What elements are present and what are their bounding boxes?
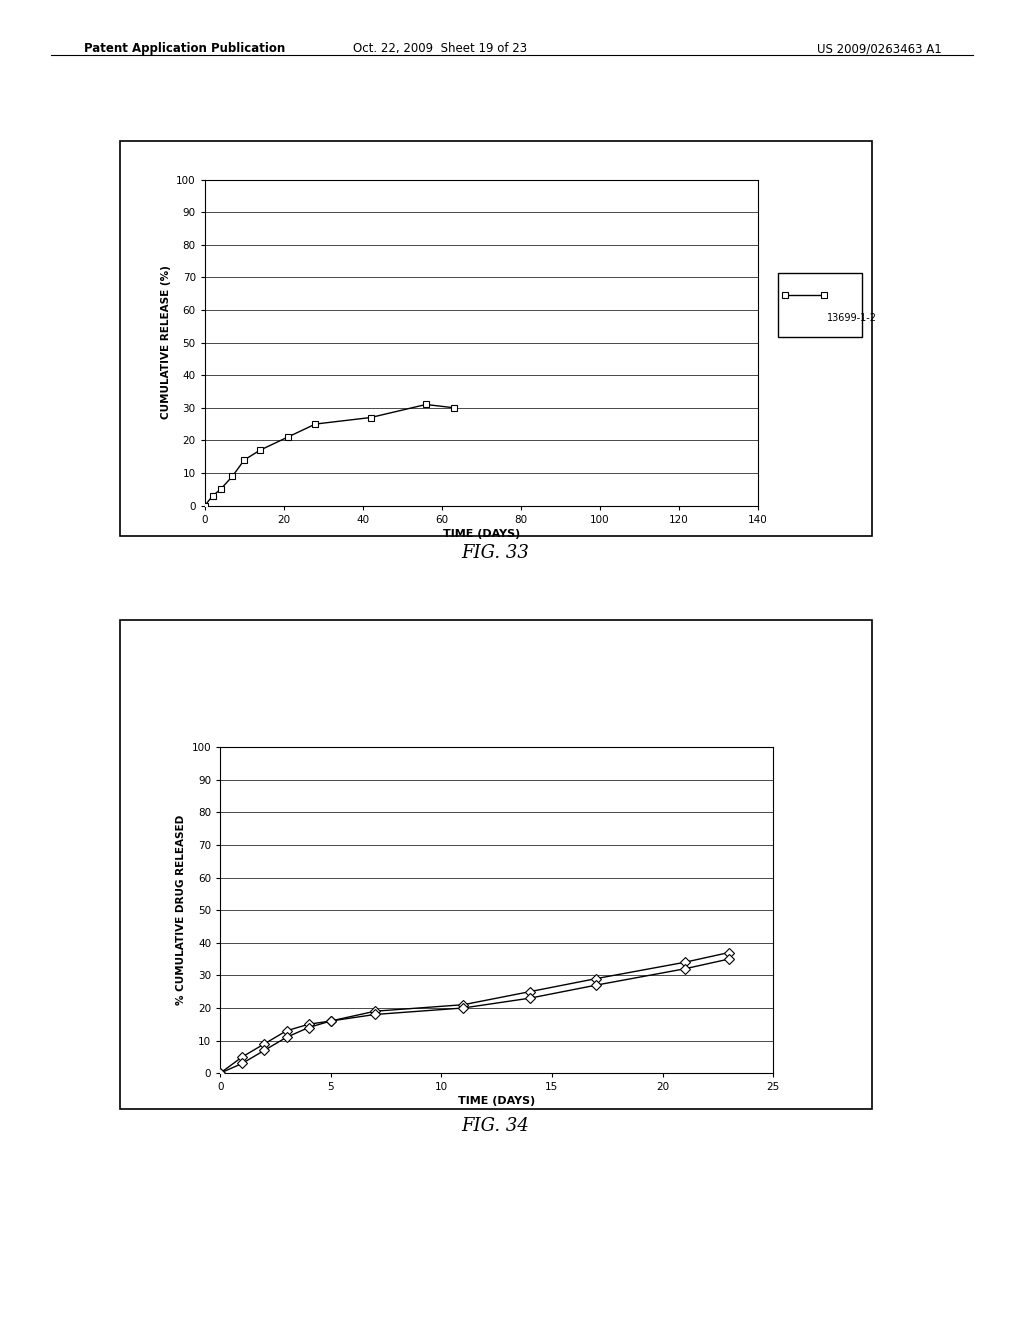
X-axis label: TIME (DAYS): TIME (DAYS) [442,529,520,539]
Y-axis label: % CUMULATIVE DRUG RELEASED: % CUMULATIVE DRUG RELEASED [176,814,186,1006]
Y-axis label: CUMULATIVE RELEASE (%): CUMULATIVE RELEASE (%) [161,265,171,420]
Text: FIG. 34: FIG. 34 [462,1117,529,1135]
Text: 13699-1-2: 13699-1-2 [827,313,877,322]
X-axis label: TIME (DAYS): TIME (DAYS) [458,1097,536,1106]
Text: US 2009/0263463 A1: US 2009/0263463 A1 [817,42,942,55]
FancyBboxPatch shape [778,273,862,337]
Text: Oct. 22, 2009  Sheet 19 of 23: Oct. 22, 2009 Sheet 19 of 23 [353,42,527,55]
Text: Patent Application Publication: Patent Application Publication [84,42,286,55]
Text: FIG. 33: FIG. 33 [462,544,529,562]
